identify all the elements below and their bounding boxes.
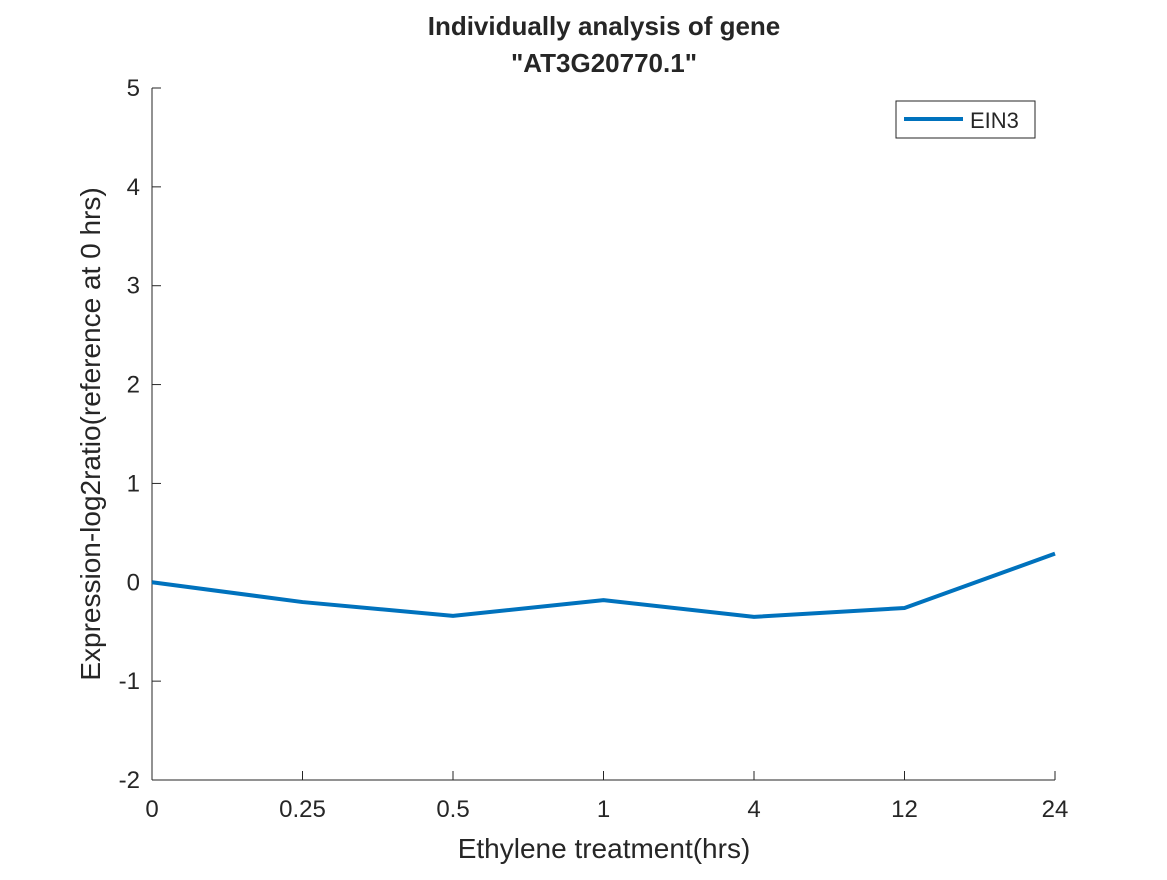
x-tick-label: 0.5 <box>436 796 469 823</box>
chart-title-line-1: Individually analysis of gene <box>428 11 781 41</box>
y-tick-label: 0 <box>127 569 140 596</box>
y-tick-label: -1 <box>119 668 140 695</box>
y-tick-label: 2 <box>127 372 140 399</box>
x-tick-label: 4 <box>747 796 760 823</box>
y-tick-label: 5 <box>127 75 140 102</box>
legend-label-ein3: EIN3 <box>970 108 1019 133</box>
chart-title-line-2: "AT3G20770.1" <box>511 48 697 78</box>
legend: EIN3 <box>896 101 1035 138</box>
x-tick-label: 1 <box>597 796 610 823</box>
x-tick-label: 0.25 <box>279 796 326 823</box>
x-tick-label: 12 <box>891 796 918 823</box>
x-axis-label: Ethylene treatment(hrs) <box>458 833 751 864</box>
y-tick-label: -2 <box>119 767 140 794</box>
x-tick-label: 24 <box>1042 796 1069 823</box>
y-tick-label: 3 <box>127 273 140 300</box>
y-axis-label: Expression-log2ratio(reference at 0 hrs) <box>75 187 106 680</box>
y-tick-label: 4 <box>127 174 140 201</box>
x-tick-label: 0 <box>145 796 158 823</box>
y-tick-label: 1 <box>127 470 140 497</box>
